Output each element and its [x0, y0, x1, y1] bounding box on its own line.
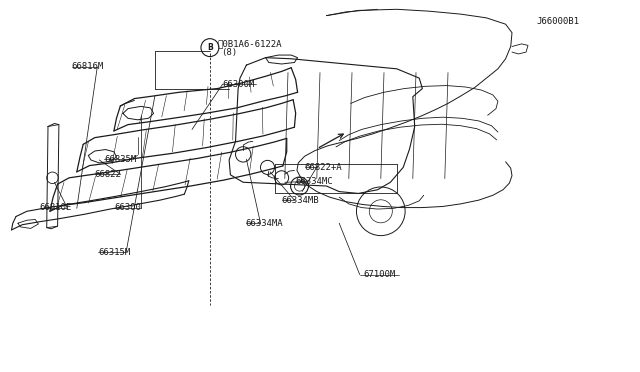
Text: 67100M: 67100M: [364, 270, 396, 279]
Text: 66334MC: 66334MC: [296, 177, 333, 186]
Text: 66822+A: 66822+A: [305, 163, 342, 171]
Text: 66835M: 66835M: [104, 155, 136, 164]
Text: 66810E: 66810E: [40, 203, 72, 212]
Text: 66315M: 66315M: [98, 248, 130, 257]
Text: 66816M: 66816M: [72, 62, 104, 71]
Text: 66334MA: 66334MA: [246, 219, 284, 228]
Text: J66000B1: J66000B1: [536, 17, 579, 26]
Text: 66822: 66822: [95, 170, 122, 179]
Text: ⑂0B1A6-6122A: ⑂0B1A6-6122A: [218, 39, 282, 48]
Text: (8): (8): [221, 48, 237, 57]
Text: 66334MB: 66334MB: [282, 196, 319, 205]
Text: B: B: [207, 43, 212, 52]
Text: 66300M: 66300M: [223, 80, 255, 89]
Text: 66300: 66300: [114, 203, 141, 212]
